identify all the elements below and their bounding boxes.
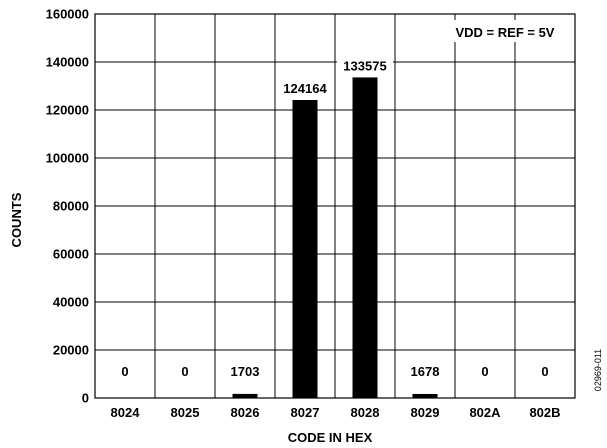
bar-8029 <box>412 393 438 398</box>
y-tick-label: 160000 <box>46 7 89 22</box>
y-axis-title: COUNTS <box>9 192 24 247</box>
data-label-8027: 124164 <box>283 81 327 96</box>
bar-8028 <box>352 77 378 399</box>
bar-8027 <box>292 100 318 398</box>
annotation-text: VDD = REF = 5V <box>456 25 555 40</box>
data-label-8024: 0 <box>121 364 128 379</box>
data-label-802A: 0 <box>481 364 488 379</box>
data-label-8029: 1678 <box>411 364 440 379</box>
annotation-box: VDD = REF = 5V <box>442 20 568 42</box>
plot-border <box>94 13 576 399</box>
y-tick-label: 140000 <box>46 55 89 70</box>
x-tick-label: 8029 <box>411 405 440 420</box>
x-tick-label: 802B <box>529 405 560 420</box>
y-tick-label: 60000 <box>53 247 89 262</box>
y-tick-label: 80000 <box>53 199 89 214</box>
data-label-8026: 1703 <box>231 364 260 379</box>
x-tick-label: 8026 <box>231 405 260 420</box>
data-label-background <box>277 80 333 97</box>
y-tick-label: 0 <box>82 391 89 406</box>
x-tick-label: 802A <box>469 405 501 420</box>
bar-8026 <box>232 393 258 398</box>
bars <box>232 77 438 399</box>
y-axis-ticks: 0 20000 40000 60000 80000 100000 120000 140000 1… <box>46 7 89 406</box>
x-tick-label: 8028 <box>351 405 380 420</box>
y-tick-label: 40000 <box>53 295 89 310</box>
x-axis-ticks: 8024 8025 8026 8027 8028 8029 802A 802B <box>111 405 561 420</box>
annotation-background <box>442 20 568 42</box>
data-labels: 0 0 1703 124164 133575 1678 0 0 <box>121 57 549 379</box>
data-label-background <box>337 57 393 74</box>
figure-id: 02969-011 <box>593 349 603 391</box>
data-label-8028: 133575 <box>343 58 386 73</box>
x-tick-label: 8024 <box>111 405 141 420</box>
x-axis-title: CODE IN HEX <box>288 430 373 445</box>
y-tick-label: 120000 <box>46 103 89 118</box>
grid <box>95 14 575 398</box>
data-label-802B: 0 <box>541 364 548 379</box>
y-tick-label: 20000 <box>53 343 89 358</box>
x-tick-label: 8027 <box>291 405 320 420</box>
data-label-8025: 0 <box>181 364 188 379</box>
y-tick-label: 100000 <box>46 151 89 166</box>
x-tick-label: 8025 <box>171 405 200 420</box>
plot-frame <box>94 13 576 399</box>
